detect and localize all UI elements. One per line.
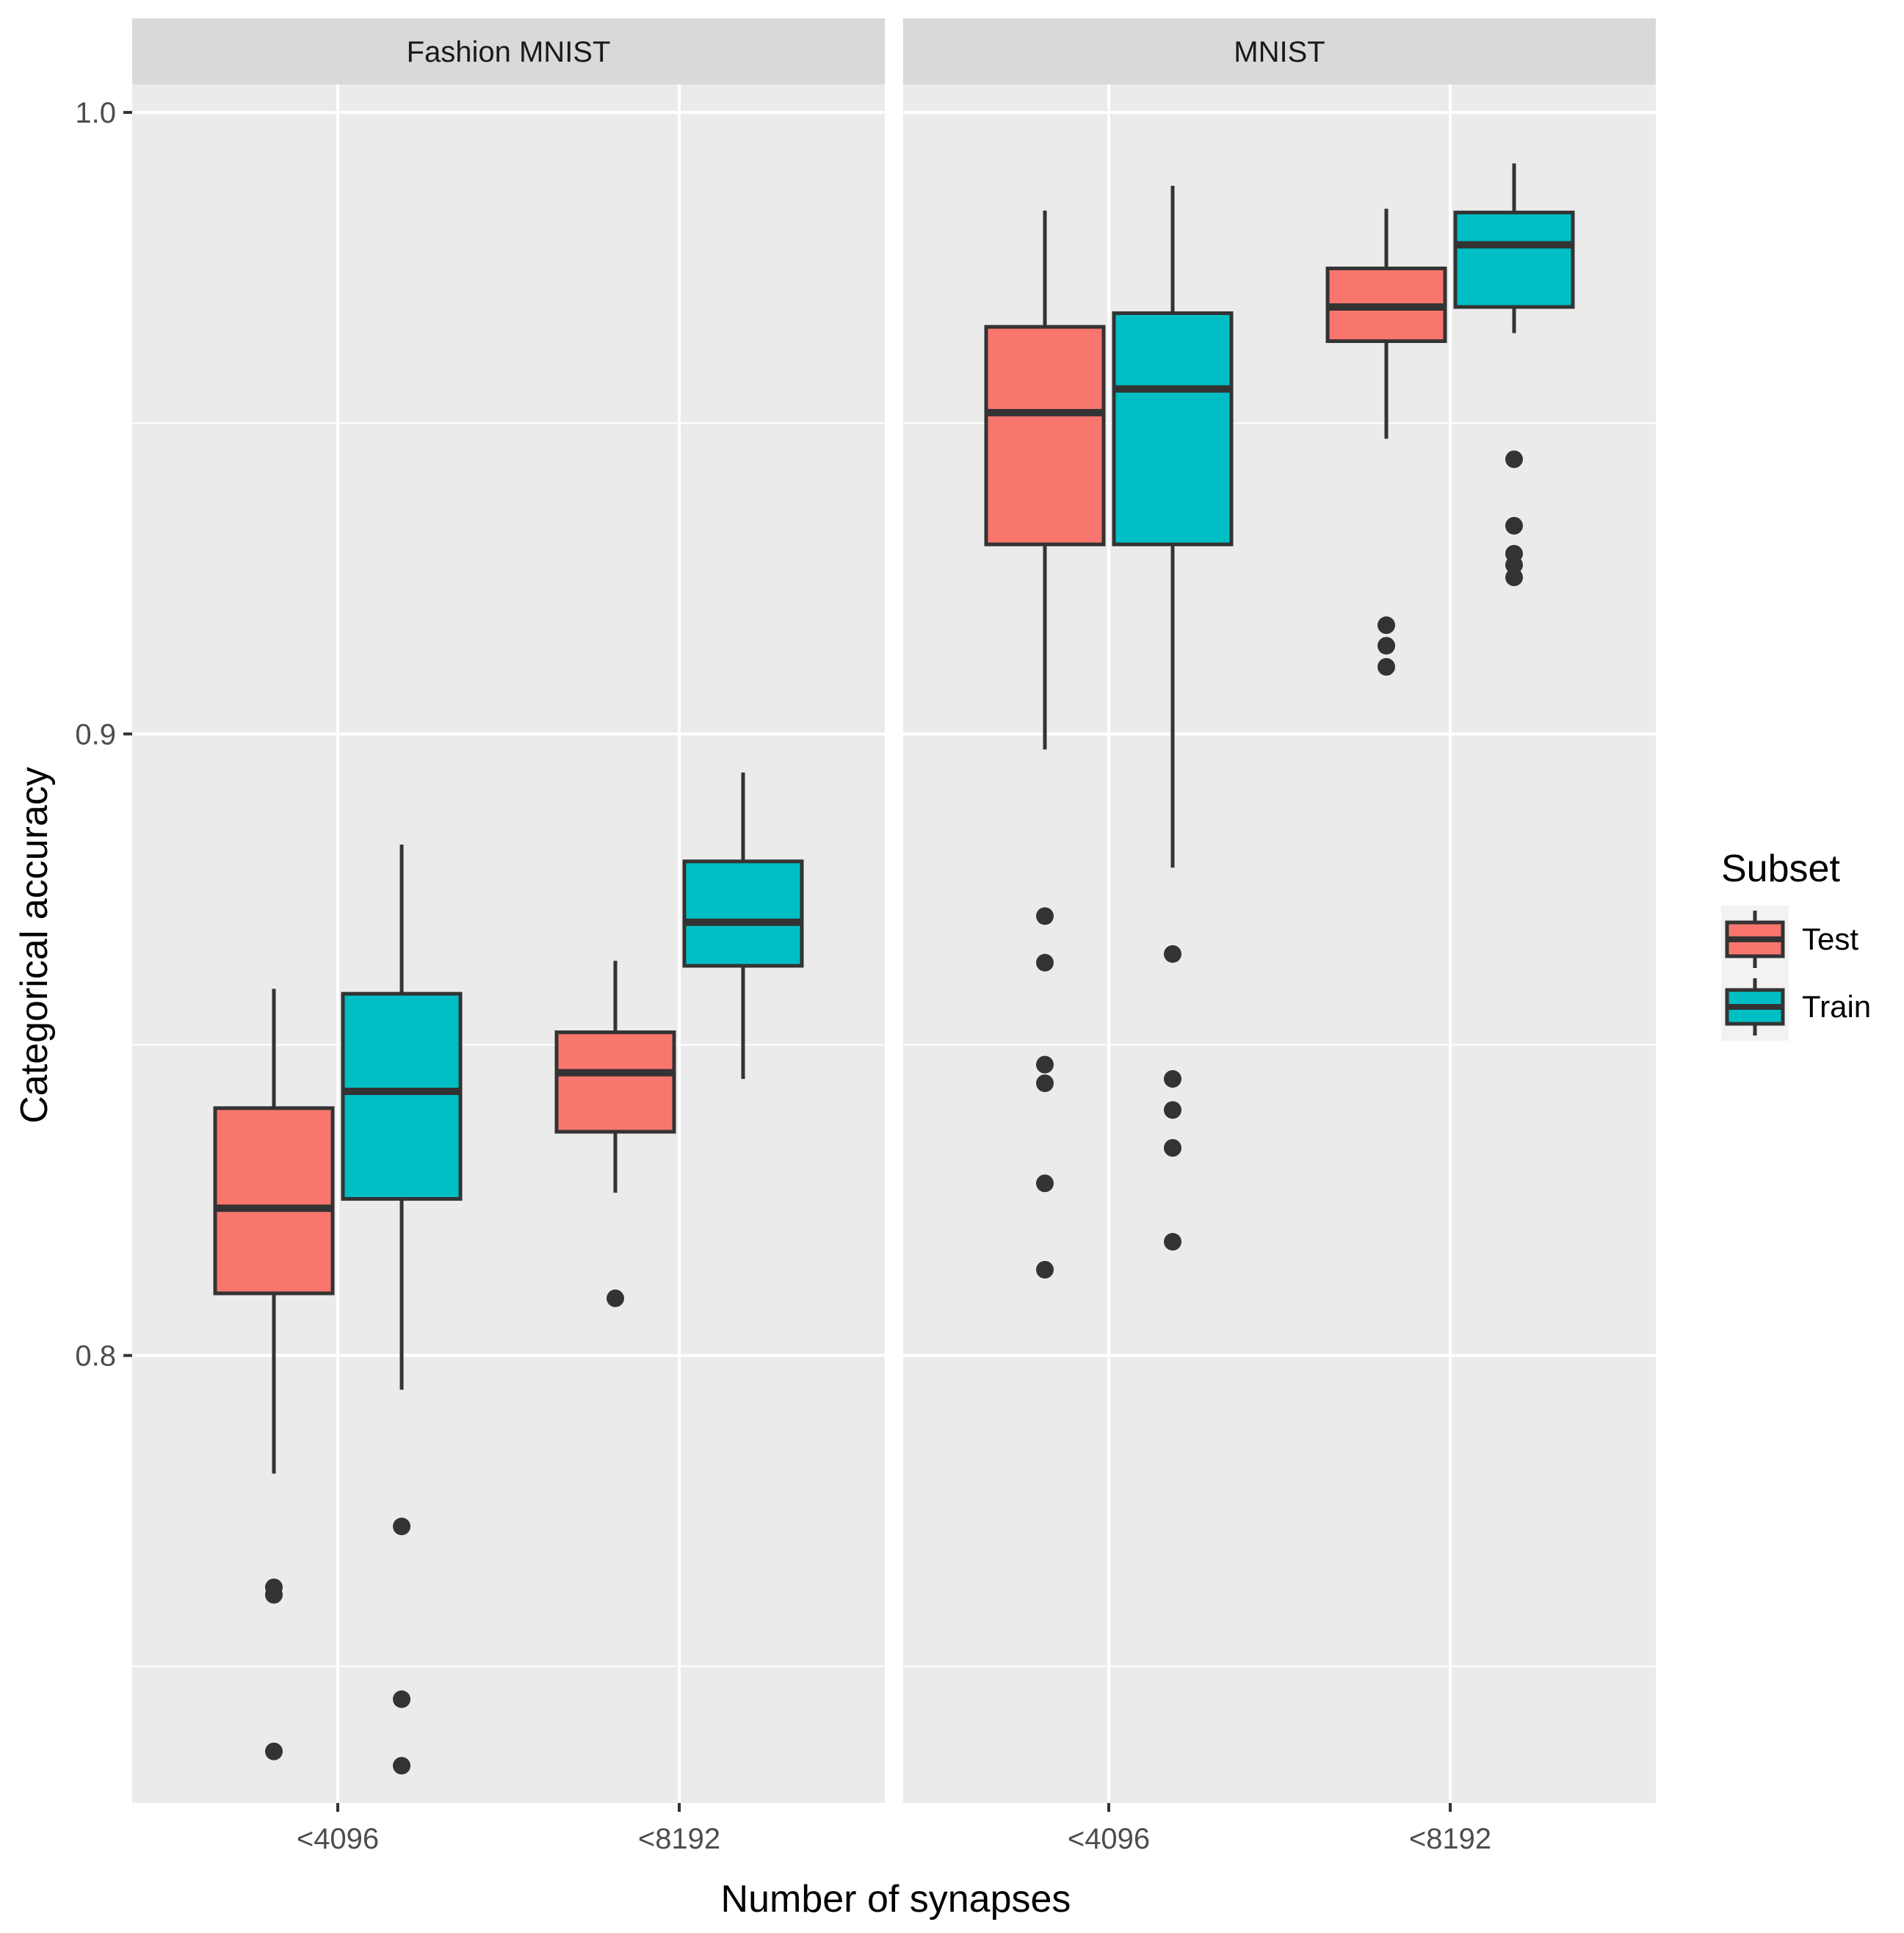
outlier-point (1505, 556, 1523, 574)
legend-entry-train: Train (1721, 973, 1871, 1041)
legend-title: Subset (1721, 848, 1840, 890)
panel-mnist: MNIST <4096 <8192 (903, 18, 1656, 1855)
box-fashion-mnist-4096-test (213, 989, 335, 1760)
legend: Subset Test Train (1721, 848, 1871, 1041)
outlier-point (1164, 944, 1181, 963)
outlier-point (393, 1690, 410, 1708)
outlier-point (265, 1742, 283, 1760)
outlier-point (607, 1289, 624, 1307)
outlier-point (1036, 1174, 1054, 1193)
outlier-point (1505, 450, 1523, 469)
box-iqr (984, 325, 1106, 546)
strip-title-fashion-mnist: Fashion MNIST (407, 36, 611, 68)
box-fashion-mnist-8192-train (682, 772, 804, 1080)
y-axis-title: Categorical accuracy (13, 767, 56, 1124)
x-axis-title: Number of synapses (721, 1878, 1071, 1921)
legend-entry-test: Test (1721, 906, 1858, 973)
box-iqr (341, 991, 463, 1201)
outlier-point (1505, 568, 1523, 587)
legend-label-train: Train (1802, 989, 1871, 1024)
outlier-point (1036, 907, 1054, 925)
outlier-point (1505, 516, 1523, 535)
box-iqr (682, 859, 804, 968)
box-iqr (213, 1106, 335, 1296)
y-tick-label: 0.9 (75, 718, 116, 751)
box-mnist-8192-test (1325, 209, 1447, 676)
outlier-point (1164, 1232, 1181, 1251)
box-iqr (554, 1030, 676, 1134)
facet-panels: Fashion MNIST <4096 <8192 MNIST <4096 <8192 0.… (75, 18, 1656, 1855)
x-tick-label: <4096 (297, 1823, 379, 1855)
outlier-point (1036, 1055, 1054, 1074)
outlier-point (1378, 657, 1395, 676)
outlier-point (1036, 1260, 1054, 1279)
y-tick-label: 1.0 (75, 97, 116, 129)
outlier-point (1036, 1074, 1054, 1092)
outlier-point (1378, 637, 1395, 655)
outlier-point (1164, 1101, 1181, 1119)
box-iqr (1112, 311, 1234, 546)
y-tick-label: 0.8 (75, 1340, 116, 1373)
outlier-point (1378, 616, 1395, 635)
x-tick-label: <8192 (638, 1823, 720, 1855)
strip-background (903, 18, 1656, 84)
box-fashion-mnist-4096-train (341, 845, 463, 1775)
outlier-point (393, 1517, 410, 1536)
x-tick-label: <8192 (1409, 1823, 1491, 1855)
box-mnist-8192-train (1453, 163, 1575, 587)
legend-label-test: Test (1802, 922, 1858, 956)
outlier-point (1164, 1139, 1181, 1157)
box-fashion-mnist-8192-test (554, 961, 676, 1307)
strip-title-mnist: MNIST (1234, 36, 1325, 68)
box-iqr (1453, 210, 1575, 309)
box-mnist-4096-test (984, 210, 1106, 1279)
outlier-point (393, 1757, 410, 1775)
outlier-point (1164, 1070, 1181, 1088)
outlier-point (1036, 953, 1054, 972)
panel-fashion-mnist: Fashion MNIST <4096 <8192 (132, 18, 885, 1855)
box-mnist-4096-train (1112, 185, 1234, 1251)
x-tick-label: <4096 (1068, 1823, 1150, 1855)
outlier-point (265, 1586, 283, 1604)
strip-background (132, 18, 885, 84)
